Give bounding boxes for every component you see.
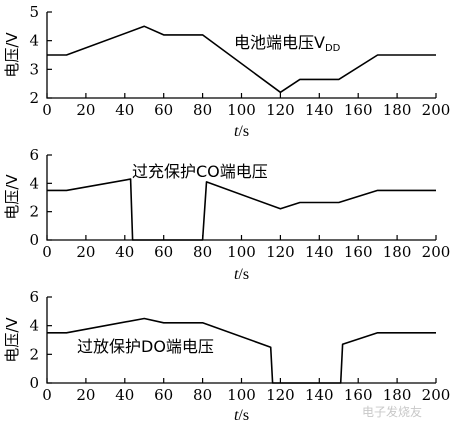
x-tick-label: 160 xyxy=(344,243,373,261)
x-axis-label-var: t xyxy=(234,407,239,424)
y-tick-label: 2 xyxy=(29,203,39,221)
series-line-1 xyxy=(47,317,436,384)
y-axis-label: 电压/V xyxy=(3,317,21,363)
x-tick-label: 180 xyxy=(383,386,412,404)
series-annotation-text: 过放保护DO端电压 xyxy=(77,337,214,356)
series-annotation-text: 电池端电压V xyxy=(234,33,325,52)
y-tick-label: 6 xyxy=(29,288,39,306)
y-tick-label: 0 xyxy=(29,374,39,392)
x-tick-label: 20 xyxy=(76,386,95,404)
chart-panel-2: 0 20 40 60 80 100 120 140 160 180 200 0 2 4 6 电压/V t/s 过充… xyxy=(3,146,450,283)
x-tick-label: 160 xyxy=(344,101,373,119)
x-tick-label: 100 xyxy=(227,386,256,404)
chart-panel-1: 0 20 40 60 80 100 120 140 160 180 200 2 3 4 5 电压/V t/s 电池… xyxy=(3,3,450,140)
series-annotation: 过放保护DO端电压 xyxy=(77,337,214,356)
x-tick-label: 60 xyxy=(154,101,173,119)
y-axis-label: 电压/V xyxy=(3,32,21,78)
series-annotation: 电池端电压VDD xyxy=(234,33,341,54)
x-tick-label: 200 xyxy=(422,386,451,404)
x-tick-label: 100 xyxy=(227,101,256,119)
y-tick-label: 2 xyxy=(29,345,39,363)
x-tick-label: 40 xyxy=(115,101,134,119)
y-tick-label: 0 xyxy=(29,231,39,249)
x-tick-label: 0 xyxy=(42,101,52,119)
x-tick-label: 200 xyxy=(422,101,451,119)
x-tick-label: 140 xyxy=(305,386,334,404)
y-axis-label: 电压/V xyxy=(3,174,21,220)
x-axis-label: t/s xyxy=(234,407,249,424)
chart-panel-3: 0 20 40 60 80 100 120 140 160 180 200 0 2 4 6 电压/V t/s 过放… xyxy=(3,288,450,424)
x-tick-label: 60 xyxy=(154,386,173,404)
x-tick-label: 0 xyxy=(42,243,52,261)
x-tick-label: 180 xyxy=(383,101,412,119)
x-tick-label: 120 xyxy=(266,243,295,261)
x-axis-label: t/s xyxy=(234,266,249,283)
y-tick-label: 6 xyxy=(29,146,39,164)
y-tick-label: 4 xyxy=(29,32,39,50)
x-axis-label-unit: /s xyxy=(238,123,249,140)
series-annotation-subscript: DD xyxy=(325,43,341,54)
x-tick-label: 0 xyxy=(42,386,52,404)
x-tick-label: 120 xyxy=(266,101,295,119)
y-tick-label: 4 xyxy=(29,317,39,335)
x-tick-label: 160 xyxy=(344,386,373,404)
x-axis-label: t/s xyxy=(234,123,249,140)
x-tick-label: 80 xyxy=(193,243,212,261)
x-tick-label: 120 xyxy=(266,386,295,404)
x-tick-label: 20 xyxy=(76,101,95,119)
y-tick-label: 5 xyxy=(29,3,39,21)
x-tick-label: 180 xyxy=(383,243,412,261)
x-axis-label-var: t xyxy=(234,266,239,283)
x-tick-label: 200 xyxy=(422,243,451,261)
x-tick-label: 40 xyxy=(115,386,134,404)
x-tick-label: 60 xyxy=(154,243,173,261)
x-tick-label: 20 xyxy=(76,243,95,261)
x-tick-label: 80 xyxy=(193,386,212,404)
x-tick-label: 40 xyxy=(115,243,134,261)
series-annotation-text: 过充保护CO端电压 xyxy=(132,162,268,181)
x-tick-label: 140 xyxy=(305,101,334,119)
y-tick-label: 3 xyxy=(29,60,39,78)
x-axis-label-unit: /s xyxy=(238,266,249,283)
y-tick-label: 2 xyxy=(29,89,39,107)
series-annotation: 过充保护CO端电压 xyxy=(132,162,268,181)
x-tick-label: 80 xyxy=(193,101,212,119)
x-axis-label-unit: /s xyxy=(238,407,249,424)
x-tick-label: 100 xyxy=(227,243,256,261)
x-axis-label-var: t xyxy=(234,123,239,140)
series-line-1 xyxy=(47,25,436,94)
watermark: 电子发烧友 xyxy=(362,404,422,419)
series-line-1 xyxy=(47,178,436,241)
x-tick-label: 140 xyxy=(305,243,334,261)
y-tick-label: 4 xyxy=(29,174,39,192)
